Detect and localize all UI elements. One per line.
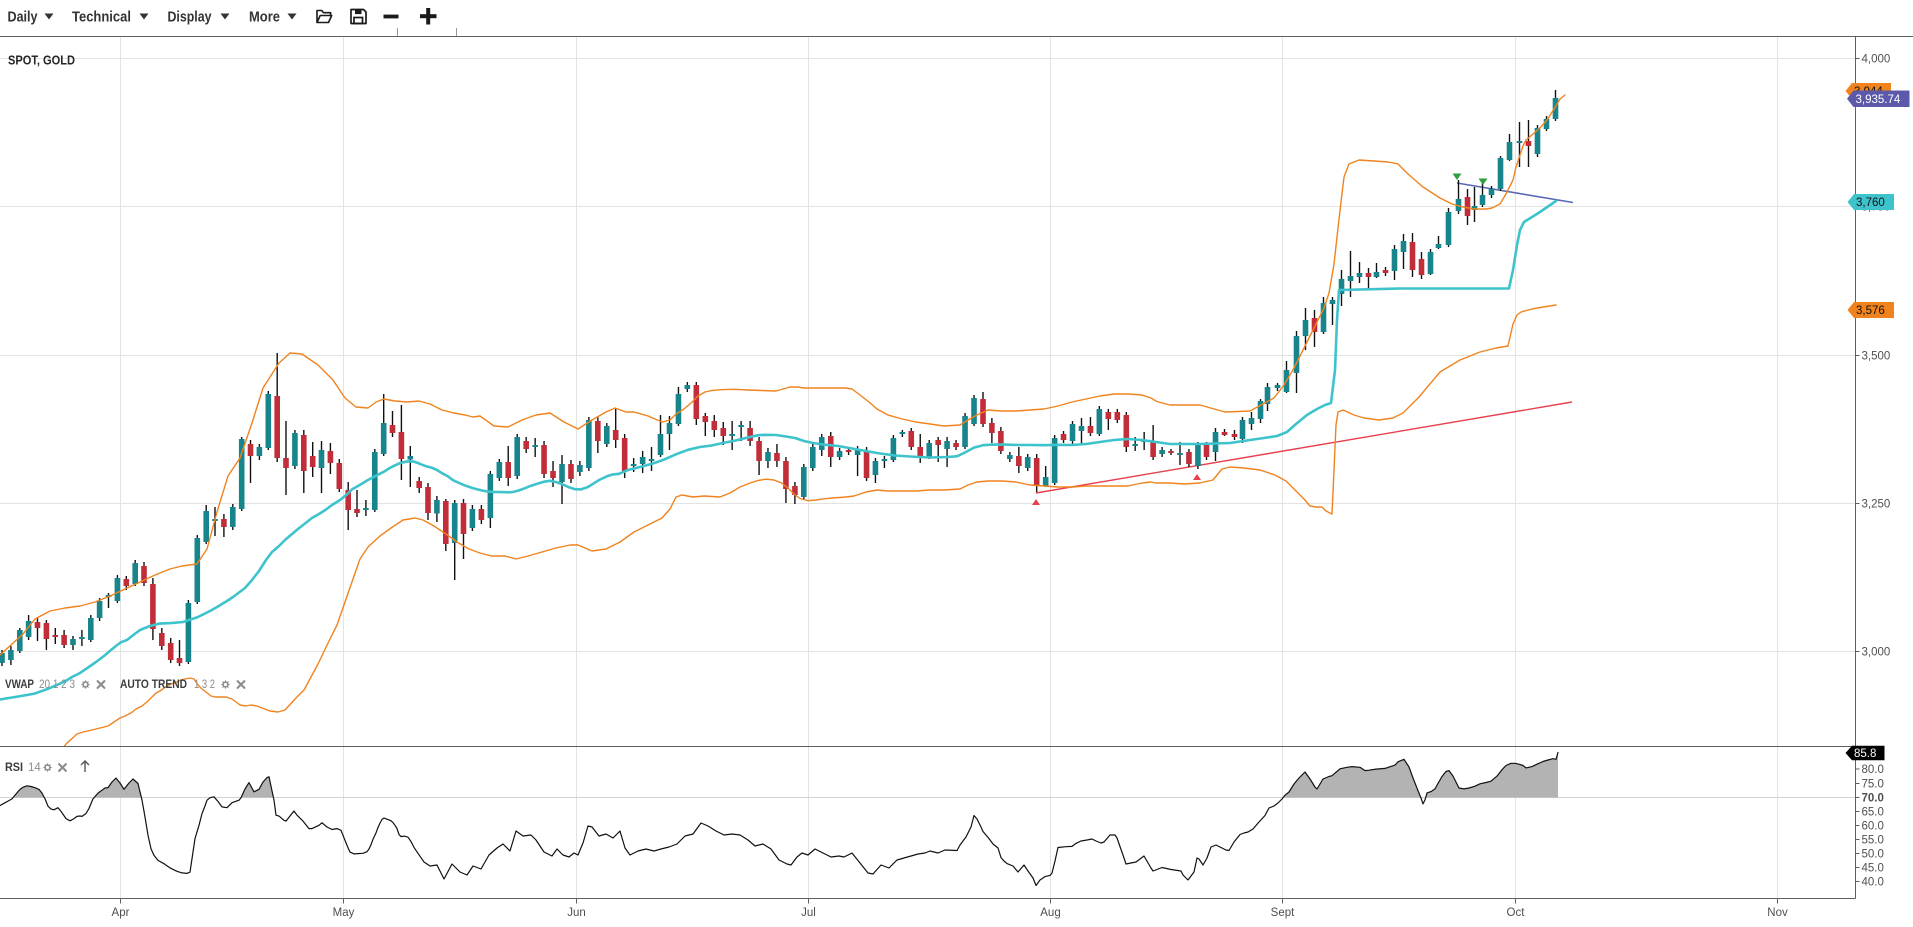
svg-text:85.8: 85.8 [1854, 748, 1876, 760]
svg-text:Daily: Daily [8, 9, 39, 26]
svg-text:3,000: 3,000 [1862, 647, 1891, 659]
svg-text:Aug: Aug [1040, 907, 1060, 919]
svg-text:4,000: 4,000 [1862, 54, 1891, 66]
svg-text:40.0: 40.0 [1862, 877, 1884, 889]
svg-text:Jun: Jun [567, 907, 586, 919]
svg-text:VWAP: VWAP [5, 679, 34, 691]
svg-text:May: May [333, 907, 355, 919]
svg-text:70.0: 70.0 [1862, 793, 1884, 805]
svg-text:3,935.74: 3,935.74 [1856, 94, 1901, 106]
svg-text:1 3 2: 1 3 2 [194, 679, 215, 691]
svg-text:50.0: 50.0 [1862, 849, 1884, 861]
svg-text:75.0: 75.0 [1862, 779, 1884, 791]
svg-text:55.0: 55.0 [1862, 835, 1884, 847]
svg-text:3,576: 3,576 [1856, 305, 1885, 317]
svg-text:45.0: 45.0 [1862, 863, 1884, 875]
svg-text:65.0: 65.0 [1862, 807, 1884, 819]
svg-text:14: 14 [28, 762, 41, 774]
svg-text:SPOT, GOLD: SPOT, GOLD [8, 54, 75, 68]
svg-text:Nov: Nov [1767, 907, 1788, 919]
svg-text:Technical: Technical [72, 9, 131, 26]
svg-text:80.0: 80.0 [1862, 764, 1884, 776]
svg-text:Apr: Apr [112, 907, 130, 919]
svg-text:60.0: 60.0 [1862, 821, 1884, 833]
svg-text:3,250: 3,250 [1862, 499, 1891, 511]
svg-text:20 1 2 3: 20 1 2 3 [39, 679, 75, 691]
svg-text:Display: Display [168, 9, 213, 26]
svg-text:3,500: 3,500 [1862, 351, 1891, 363]
svg-text:AUTO TREND: AUTO TREND [120, 679, 187, 691]
svg-text:3,760: 3,760 [1856, 197, 1885, 209]
svg-text:Oct: Oct [1507, 907, 1526, 919]
svg-text:Sept: Sept [1271, 907, 1295, 919]
svg-text:RSI: RSI [5, 762, 23, 774]
svg-text:More: More [249, 9, 280, 26]
svg-text:Jul: Jul [801, 907, 816, 919]
